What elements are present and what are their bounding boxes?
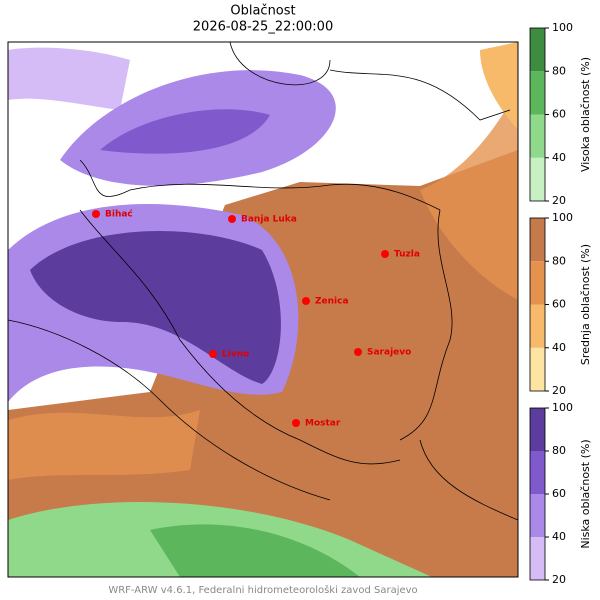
colorbar-band	[530, 218, 545, 262]
colorbar-band	[530, 347, 545, 391]
colorbar-tick-label: 100	[552, 21, 573, 34]
city-label: Bihać	[105, 209, 133, 220]
city-marker	[228, 215, 236, 223]
colorbar-tick-label: 80	[552, 444, 566, 457]
colorbar-band	[530, 71, 545, 115]
city-marker	[92, 210, 100, 218]
colorbar-tick-label: 40	[552, 151, 566, 164]
map	[7, 41, 519, 578]
colorbar-tick-label: 20	[552, 194, 566, 207]
colorbar-label: Srednja oblačnost (%)	[579, 244, 592, 365]
colorbar-band	[530, 261, 545, 305]
colorbar-tick-label: 60	[552, 108, 566, 121]
city-label: Livno	[222, 350, 249, 360]
city-marker	[381, 250, 389, 258]
colorbar-tick-label: 60	[552, 298, 566, 311]
colorbar-label: Niska oblačnost (%)	[579, 439, 592, 548]
colorbar-band	[530, 408, 545, 451]
colorbar-tick-label: 60	[552, 487, 566, 500]
city-label: Tuzla	[394, 250, 420, 260]
city-marker	[354, 348, 362, 356]
city-label: Zenica	[315, 297, 349, 307]
colorbar-tick-label: 80	[552, 64, 566, 77]
colorbar-band	[530, 114, 545, 158]
city-label: Mostar	[305, 419, 341, 429]
colorbar-label: Visoka oblačnost (%)	[579, 57, 592, 172]
colorbar-band	[530, 537, 545, 580]
colorbar-tick-label: 20	[552, 384, 566, 397]
valid-time: 2026-08-25_22:00:00	[193, 20, 333, 35]
colorbar-band	[530, 304, 545, 348]
footer: WRF-ARW v4.6.1, Federalni hidrometeorolo…	[108, 584, 417, 596]
city-label: Banja Luka	[241, 215, 297, 225]
city-marker	[302, 297, 310, 305]
colorbar-tick-label: 20	[552, 573, 566, 586]
colorbar-tick-label: 80	[552, 254, 566, 267]
colorbar-band	[530, 451, 545, 494]
city-label: Sarajevo	[367, 348, 411, 358]
colorbar-band	[530, 494, 545, 537]
colorbar-tick-label: 40	[552, 530, 566, 543]
title: Oblačnost	[230, 4, 295, 19]
colorbar-tick-label: 100	[552, 211, 573, 224]
colorbar-tick-label: 100	[552, 401, 573, 414]
colorbar-tick-label: 40	[552, 341, 566, 354]
colorbar-band	[530, 157, 545, 201]
city-marker	[292, 419, 300, 427]
city-marker	[209, 350, 217, 358]
colorbar-band	[530, 28, 545, 72]
